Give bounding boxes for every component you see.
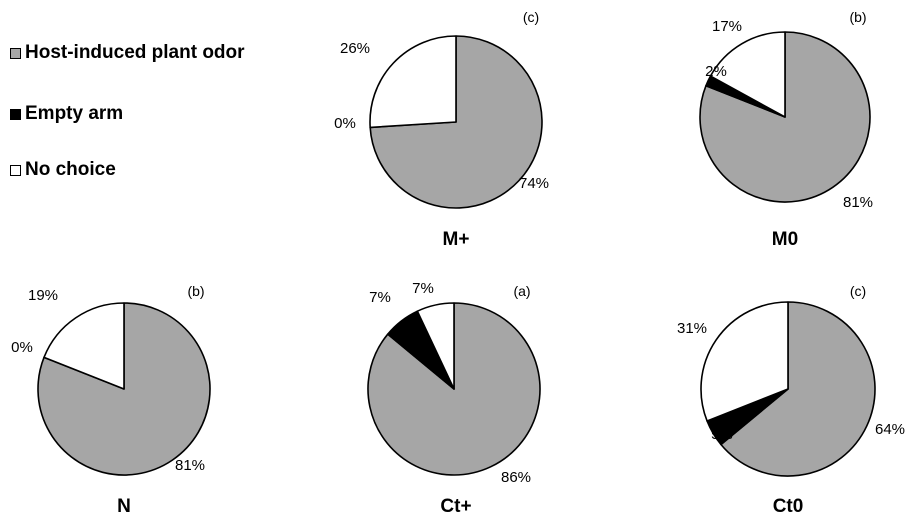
pie-4-label-no-choice: 7% [412,280,434,297]
legend-item-no-choice: No choice [10,159,116,181]
pie-4-slice-host-odor [367,302,541,476]
pie-1-annotation: (c) [523,9,539,25]
legend-swatch-no-choice [10,164,21,176]
pie-2-annotation: (b) [849,9,866,25]
pie-5: 64% 5% 31% (c) Ct0 [677,283,905,517]
pie-1-slice-no-choice [369,35,457,129]
pie-3: 81% 0% 19% (b) N [11,283,211,517]
pie-3-title: N [117,496,131,517]
pie-3-annotation: (b) [187,283,204,299]
pie-1-title: M+ [443,229,470,250]
pie-3-label-empty-arm: 0% [11,339,33,356]
pie-1-label-host-odor: 74% [519,175,549,192]
pie-2-label-no-choice: 17% [712,18,742,35]
pie-5-label-empty-arm: 5% [711,426,733,443]
legend-item-host-odor: Host-induced plant odor [10,42,245,64]
pie-1-label-no-choice: 26% [340,40,370,57]
legend-swatch-host-odor [10,47,21,59]
pie-5-annotation: (c) [850,283,866,299]
pie-4-label-empty-arm: 7% [369,289,391,306]
pie-5-slice-no-choice [700,301,789,422]
legend-item-empty-arm: Empty arm [10,103,123,125]
pie-1-label-empty-arm: 0% [334,115,356,132]
pie-4-title: Ct+ [440,496,471,517]
pie-3-slice-no-choice [43,302,125,390]
pie-2-slice-no-choice [709,31,786,118]
pie-4: 86% 7% 7% (a) Ct+ [367,280,541,517]
pie-5-label-host-odor: 64% [875,421,905,438]
pie-4-label-host-odor: 86% [501,469,531,486]
pie-1: 74% 0% 26% (c) M+ [334,9,549,250]
pie-5-title: Ct0 [773,496,804,517]
pie-4-annotation: (a) [513,283,530,299]
pie-5-label-no-choice: 31% [677,320,707,337]
legend-label-empty-arm: Empty arm [25,103,124,124]
pie-2-label-host-odor: 81% [843,194,873,211]
pie-2-title: M0 [772,229,798,250]
pie-3-label-host-odor: 81% [175,457,205,474]
pie-5-slice-host-odor [720,301,876,477]
legend-label-host-odor: Host-induced plant odor [25,42,245,63]
pie-4-slice-no-choice [416,302,455,390]
legend-swatch-empty-arm [10,108,21,120]
pie-2-label-empty-arm: 2% [705,63,727,80]
pie-2: 81% 2% 17% (b) M0 [699,9,873,250]
legend-label-no-choice: No choice [25,159,116,180]
pie-3-label-no-choice: 19% [28,287,58,304]
